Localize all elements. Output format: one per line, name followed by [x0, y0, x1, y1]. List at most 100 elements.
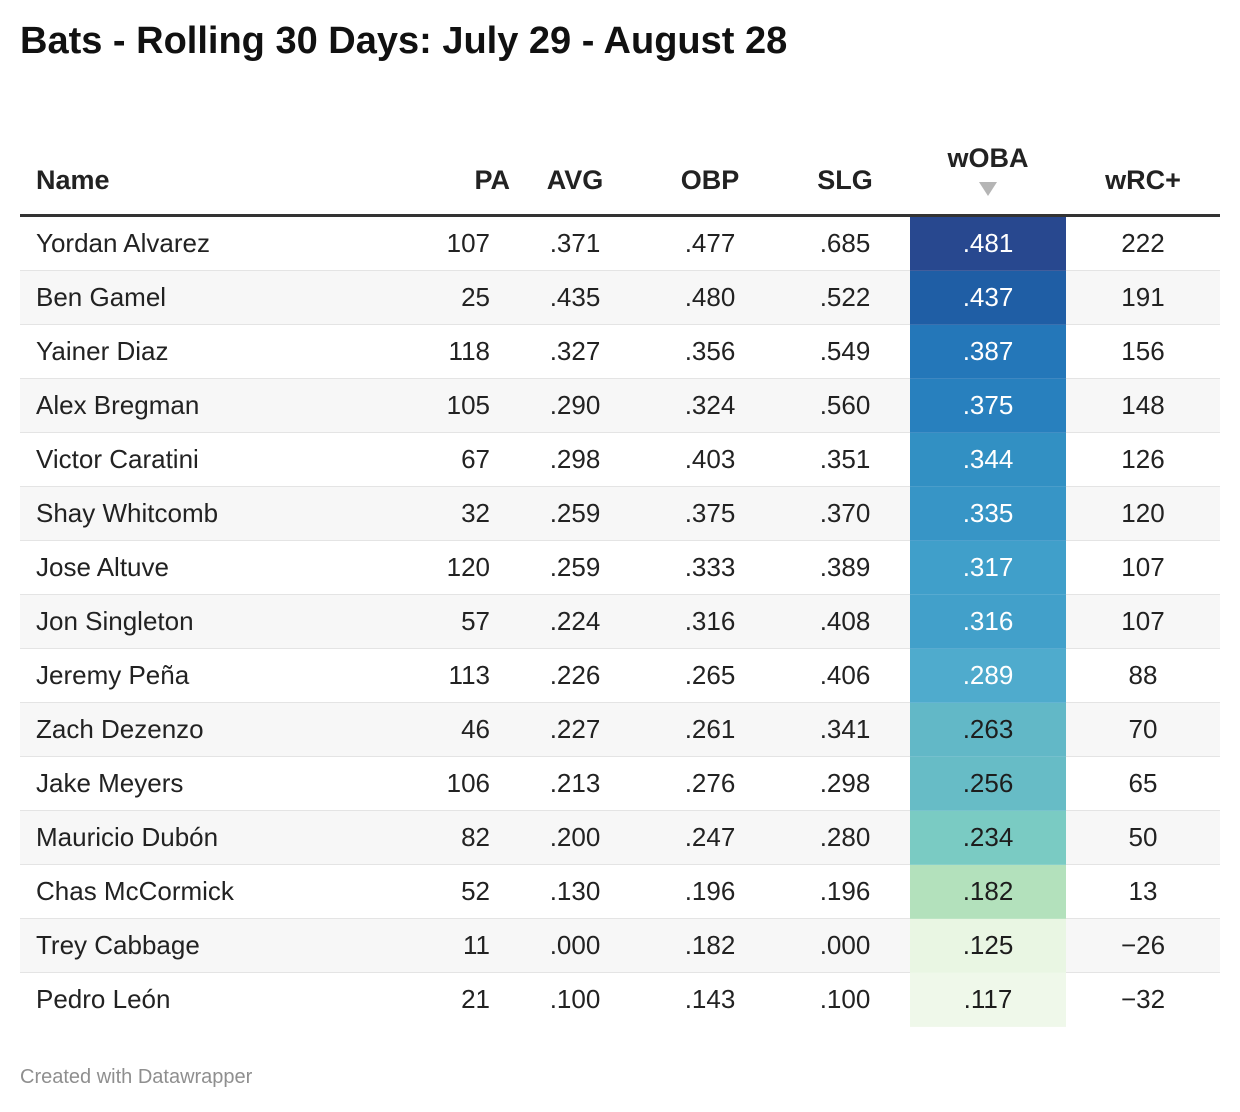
cell-slg: .685 — [780, 215, 910, 271]
cell-wrc-plus: 107 — [1066, 540, 1220, 595]
cell-wrc-plus: 222 — [1066, 215, 1220, 271]
cell-pa: 57 — [400, 594, 510, 649]
cell-obp: .403 — [640, 432, 780, 487]
cell-pa: 105 — [400, 378, 510, 433]
header-pa[interactable]: PA — [400, 118, 510, 217]
cell-obp: .276 — [640, 756, 780, 811]
header-slg[interactable]: SLG — [780, 118, 910, 217]
cell-name: Chas McCormick — [20, 864, 400, 919]
cell-slg: .370 — [780, 486, 910, 541]
cell-woba: .182 — [910, 864, 1066, 919]
cell-obp: .265 — [640, 648, 780, 703]
cell-obp: .480 — [640, 270, 780, 325]
cell-woba: .316 — [910, 594, 1066, 649]
table-row: Yainer Diaz 118.327.356.549.387 156 — [20, 324, 1220, 379]
cell-wrc-plus: 88 — [1066, 648, 1220, 703]
cell-avg: .435 — [510, 270, 640, 325]
cell-pa: 32 — [400, 486, 510, 541]
cell-pa: 118 — [400, 324, 510, 379]
cell-wrc-plus: 65 — [1066, 756, 1220, 811]
cell-wrc-plus: 50 — [1066, 810, 1220, 865]
cell-woba: .481 — [910, 215, 1066, 271]
header-woba[interactable]: wOBA — [910, 118, 1066, 217]
cell-wrc-plus: 191 — [1066, 270, 1220, 325]
cell-obp: .316 — [640, 594, 780, 649]
cell-avg: .259 — [510, 540, 640, 595]
cell-obp: .182 — [640, 918, 780, 973]
cell-wrc-plus: 126 — [1066, 432, 1220, 487]
cell-avg: .327 — [510, 324, 640, 379]
sort-descending-icon — [979, 182, 997, 196]
cell-avg: .298 — [510, 432, 640, 487]
cell-obp: .261 — [640, 702, 780, 757]
table-row: Alex Bregman 105.290.324.560.375 148 — [20, 378, 1220, 433]
cell-slg: .351 — [780, 432, 910, 487]
cell-pa: 82 — [400, 810, 510, 865]
cell-wrc-plus: −32 — [1120, 984, 1166, 1015]
table-row: Victor Caratini 67.298.403.351.344 126 — [20, 432, 1220, 487]
cell-slg: .298 — [780, 756, 910, 811]
header-name[interactable]: Name — [20, 118, 400, 217]
cell-obp: .324 — [640, 378, 780, 433]
cell-avg: .226 — [510, 648, 640, 703]
table-row: Chas McCormick 52.130.196.196.182 13 — [20, 864, 1220, 919]
cell-woba: .289 — [910, 648, 1066, 703]
cell-slg: .196 — [780, 864, 910, 919]
cell-pa: 106 — [400, 756, 510, 811]
cell-woba: .256 — [910, 756, 1066, 811]
cell-slg: .522 — [780, 270, 910, 325]
cell-wrc-plus: 120 — [1066, 486, 1220, 541]
table-row: Jake Meyers 106.213.276.298.256 65 — [20, 756, 1220, 811]
cell-slg: .406 — [780, 648, 910, 703]
cell-name: Pedro León — [36, 984, 171, 1015]
cell-obp: .196 — [640, 864, 780, 919]
table-row: Jeremy Peña 113.226.265.406.289 88 — [20, 648, 1220, 703]
table-row: Trey Cabbage 11.000.182.000.125 −26 — [20, 918, 1220, 973]
table-row: Zach Dezenzo 46.227.261.341.263 70 — [20, 702, 1220, 757]
cell-woba: .317 — [910, 540, 1066, 595]
header-avg[interactable]: AVG — [510, 118, 640, 217]
cell-name: Victor Caratini — [20, 432, 400, 487]
table-body: Yordan Alvarez 107.371.477.685.481 222 Ben … — [20, 215, 1220, 1027]
cell-pa: 113 — [400, 648, 510, 703]
cell-woba: .437 — [910, 270, 1066, 325]
cell-avg: .213 — [510, 756, 640, 811]
cell-avg: .100 — [549, 984, 601, 1015]
cell-avg: .259 — [510, 486, 640, 541]
cell-woba: .125 — [910, 918, 1066, 973]
cell-wrc-plus: 148 — [1066, 378, 1220, 433]
header-wrc-plus[interactable]: wRC+ — [1066, 118, 1220, 217]
chart-title: Bats - Rolling 30 Days: July 29 - August… — [20, 20, 788, 62]
cell-obp: .247 — [640, 810, 780, 865]
cell-woba: .234 — [910, 810, 1066, 865]
table-row: Mauricio Dubón 82.200.247.280.234 50 — [20, 810, 1220, 865]
stats-table: Name PA AVG OBP SLG wOBA wRC+ Yordan Alv… — [20, 118, 1220, 1027]
cell-pa: 107 — [400, 215, 510, 271]
cell-obp: .356 — [640, 324, 780, 379]
table-row: Pedro León 21 .100 .143 .100 .117 −32 — [20, 972, 1220, 1027]
cell-name: Shay Whitcomb — [20, 486, 400, 541]
cell-slg: .000 — [780, 918, 910, 973]
cell-name: Ben Gamel — [20, 270, 400, 325]
cell-pa: 25 — [400, 270, 510, 325]
cell-pa: 52 — [400, 864, 510, 919]
cell-slg: .280 — [780, 810, 910, 865]
cell-avg: .000 — [510, 918, 640, 973]
header-woba-label: wOBA — [947, 143, 1029, 173]
cell-woba: .375 — [910, 378, 1066, 433]
cell-obp: .143 — [684, 984, 736, 1015]
cell-wrc-plus: −26 — [1066, 918, 1220, 973]
cell-name: Jeremy Peña — [20, 648, 400, 703]
cell-slg: .560 — [780, 378, 910, 433]
cell-pa: 120 — [400, 540, 510, 595]
table-row: Jon Singleton 57.224.316.408.316 107 — [20, 594, 1220, 649]
cell-name: Jon Singleton — [20, 594, 400, 649]
cell-name: Jose Altuve — [20, 540, 400, 595]
cell-woba: .387 — [910, 324, 1066, 379]
cell-wrc-plus: 70 — [1066, 702, 1220, 757]
cell-avg: .227 — [510, 702, 640, 757]
header-obp[interactable]: OBP — [640, 118, 780, 217]
cell-slg: .389 — [780, 540, 910, 595]
cell-pa: 11 — [400, 918, 510, 973]
